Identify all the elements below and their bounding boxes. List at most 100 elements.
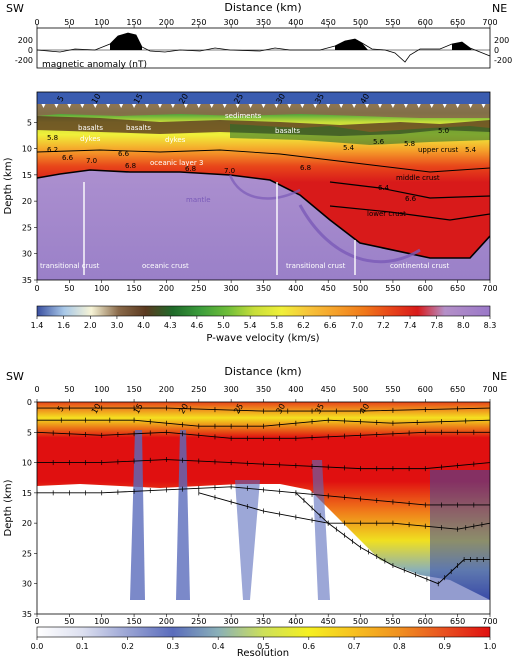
- obs-number-bottom: 25: [232, 402, 245, 415]
- ne-label: NE: [492, 2, 507, 15]
- obs-triangle: [196, 104, 201, 108]
- resolution-bar-tick-label: 0.6: [302, 642, 315, 651]
- bottom-lower-tick-label: 600: [418, 617, 433, 626]
- obs-triangle: [326, 104, 331, 108]
- top-upper-tick-label: 350: [256, 18, 271, 27]
- bottom-upper-tick-label: 450: [321, 385, 336, 394]
- bottom-upper-tick-label: 700: [482, 385, 497, 394]
- label-crust-type-3: transitional crust: [286, 262, 346, 270]
- mag-tick-neg200-right: -200: [494, 56, 512, 65]
- top-lower-tick-label: 500: [353, 284, 368, 293]
- sediment-layer: [37, 104, 490, 118]
- layer-boundaries: [37, 405, 490, 587]
- top-lower-tick-label: 350: [256, 284, 271, 293]
- velocity-bar-tick-label: 5.4: [244, 321, 257, 330]
- velocity-contour-label: 6.2: [47, 146, 58, 154]
- bottom-lower-tick-label: 150: [126, 617, 141, 626]
- velocity-bar-tick-label: 2.0: [84, 321, 97, 330]
- resolution-colorbar: [36, 626, 491, 638]
- sw-label-bottom: SW: [6, 370, 24, 383]
- obs-triangle: [481, 104, 486, 108]
- resolution-model: [37, 402, 490, 614]
- resolution-field: [37, 402, 490, 600]
- top-upper-tick-label: 500: [353, 18, 368, 27]
- bottom-upper-tick-label: 400: [288, 385, 303, 394]
- bottom-lower-tick-label: 250: [191, 617, 206, 626]
- magnetic-label: magnetic anomaly (nT): [42, 60, 147, 70]
- bottom-upper-tick-label: 100: [94, 385, 109, 394]
- low-res-streak-3: [235, 480, 260, 600]
- obs-number: 30: [274, 92, 287, 105]
- obs-triangle: [132, 104, 137, 108]
- bottom-lower-tick-label: 300: [224, 617, 239, 626]
- bottom-upper-tick-label: 350: [256, 385, 271, 394]
- label-upper-crust: upper crust: [418, 146, 459, 154]
- velocity-contour-label: 5.4: [343, 144, 355, 152]
- bottom-depth-tick-label: 0: [27, 398, 32, 407]
- label-basalts-b: basalts: [126, 124, 151, 132]
- velocity-bar-tick-label: 7.4: [404, 321, 417, 330]
- obs-triangle: [468, 104, 473, 108]
- velocity-contour-label: 5.0: [438, 127, 449, 135]
- obs-triangle: [442, 104, 447, 108]
- obs-triangle: [119, 104, 124, 108]
- obs-triangle: [403, 104, 408, 108]
- magnetic-profile: [36, 32, 491, 63]
- sw-label: SW: [6, 2, 24, 15]
- resolution-bar-tick-label: 0.5: [257, 642, 270, 651]
- top-upper-tick-label: 200: [159, 18, 174, 27]
- top-lower-tick-label: 100: [94, 284, 109, 293]
- distance-title-bottom: Distance (km): [224, 365, 301, 378]
- anomaly-fill-1: [110, 33, 142, 50]
- water-layer: [37, 92, 490, 104]
- bottom-depth-tick-label: 20: [22, 519, 32, 528]
- bottom-upper-tick-label: 0: [34, 385, 39, 394]
- obs-triangle: [248, 104, 253, 108]
- obs-triangle: [145, 104, 150, 108]
- velocity-bar-tick-label: 5.8: [270, 321, 283, 330]
- resolution-bar-tick-label: 0.3: [167, 642, 180, 651]
- obs-number-bottom: 20: [177, 402, 190, 415]
- top-depth-tick-label: 20: [22, 197, 32, 206]
- bottom-upper-tick-label: 500: [353, 385, 368, 394]
- obs-triangle: [339, 104, 344, 108]
- obs-number-bottom: 10: [90, 402, 103, 415]
- label-basalts-a: basalts: [78, 124, 103, 132]
- obs-number: 10: [90, 92, 103, 105]
- bottom-lower-tick-label: 450: [321, 617, 336, 626]
- bottom-depth-tick-label: 30: [22, 580, 32, 589]
- velocity-bar-tick-label: 4.3: [164, 321, 177, 330]
- top-upper-tick-label: 600: [418, 18, 433, 27]
- bottom-x-axis-lower: 0 50 100 150 200 250 300 350 400 450 500 550 600 650 7…: [34, 614, 498, 626]
- mag-tick-0-right: 0: [494, 46, 499, 55]
- bottom-upper-tick-label: 150: [126, 385, 141, 394]
- bottom-depth-tick-label: 25: [22, 549, 32, 558]
- bottom-x-axis-upper: 0 50 100 150 200 250 300 350 400 450 500 550 600 650 7…: [34, 385, 498, 402]
- obs-triangle: [67, 104, 72, 108]
- velocity-contour-label: 7.0: [86, 157, 97, 165]
- depth-axis: 5 10 15 20 25 30 35: [22, 118, 37, 285]
- obs-triangle: [429, 104, 434, 108]
- bottom-lower-tick-label: 550: [385, 617, 400, 626]
- resolution-bar-tick-label: 0.7: [348, 642, 361, 651]
- obs-number: 5: [56, 94, 66, 103]
- top-depth-tick-label: 30: [22, 250, 32, 259]
- label-mantle: mantle: [186, 196, 211, 204]
- top-upper-tick-label: 450: [321, 18, 336, 27]
- label-crust-type-1: transitional crust: [40, 262, 100, 270]
- mag-tick-0: 0: [28, 46, 33, 55]
- depth-axis-bottom: 0 5 10 15 20 25 30 35: [22, 398, 37, 619]
- obs-triangle: [274, 104, 279, 108]
- obs-number-bottom: 40: [358, 402, 371, 415]
- bottom-upper-tick-label: 550: [385, 385, 400, 394]
- velocity-contour-label: 5.8: [47, 134, 58, 142]
- magnetic-anomaly-panel: 200 0 -200 200 0 -200 magnetic anomaly (…: [15, 27, 512, 70]
- bottom-upper-tick-label: 650: [450, 385, 465, 394]
- lower-crust-boundary: [329, 205, 490, 221]
- anomaly-fill-2: [335, 39, 368, 50]
- top-x-axis-lower: 0 50 100 150 200 250 300 350 400 450 500 550 600 650 7…: [34, 280, 498, 293]
- top-lower-tick-label: 450: [321, 284, 336, 293]
- obs-number-labels: 5 10 15 20 25 30 35 40: [56, 92, 372, 105]
- resolution-bar-tick-label: 0.8: [393, 642, 406, 651]
- top-lower-tick-label: 700: [482, 284, 497, 293]
